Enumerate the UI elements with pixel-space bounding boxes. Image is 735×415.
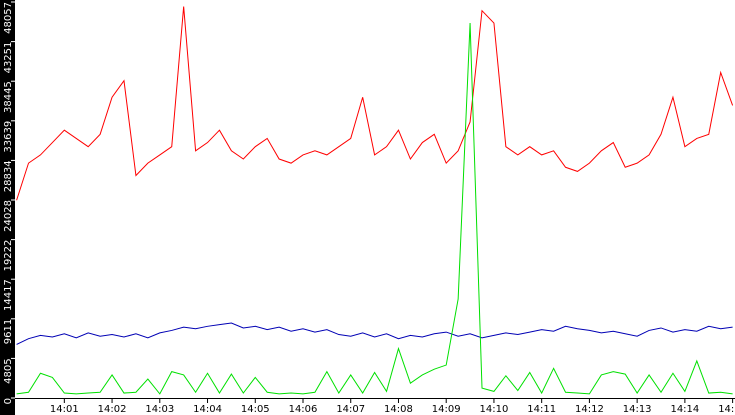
x-tick-label: 14:01: [50, 404, 79, 415]
series-line: [16, 322, 733, 345]
x-tick-label: 14:11: [527, 404, 556, 415]
x-tick-label: 14:09: [432, 404, 461, 415]
series-line: [16, 6, 734, 201]
y-tick-label: 19222: [3, 240, 14, 272]
y-tick-label: 24028: [3, 200, 14, 232]
x-tick-label: 14:07: [336, 404, 365, 415]
y-tick-label: 4805: [3, 358, 14, 383]
y-tick-label: 28834: [3, 160, 14, 192]
x-tick-label: 14:02: [98, 404, 127, 415]
y-tick-label: 14417: [3, 279, 14, 311]
x-tick-label: 14:08: [384, 404, 413, 415]
series-line: [16, 23, 733, 395]
x-tick-label: 14:13: [623, 404, 652, 415]
x-tick-label: 14:05: [241, 404, 270, 415]
x-tick-label: 14:12: [575, 404, 604, 415]
x-tick-label: 14:10: [480, 404, 509, 415]
y-tick-label: 0: [3, 398, 14, 404]
y-tick-label: 33639: [3, 121, 14, 153]
y-tick-label: 38445: [3, 81, 14, 113]
x-tick-label: 14:04: [193, 404, 222, 415]
x-tick-label: 14:06: [289, 404, 318, 415]
x-tick-label: 14:03: [145, 404, 174, 415]
y-tick-label: 43251: [3, 42, 14, 74]
x-tick-label: 14:14: [670, 404, 699, 415]
y-tick-label: 9611: [3, 319, 14, 344]
x-tick-label: 14:15: [718, 404, 735, 415]
y-axis-strip: [0, 0, 15, 415]
plot-area: [16, 6, 734, 395]
y-tick-label: 48057: [3, 2, 14, 34]
